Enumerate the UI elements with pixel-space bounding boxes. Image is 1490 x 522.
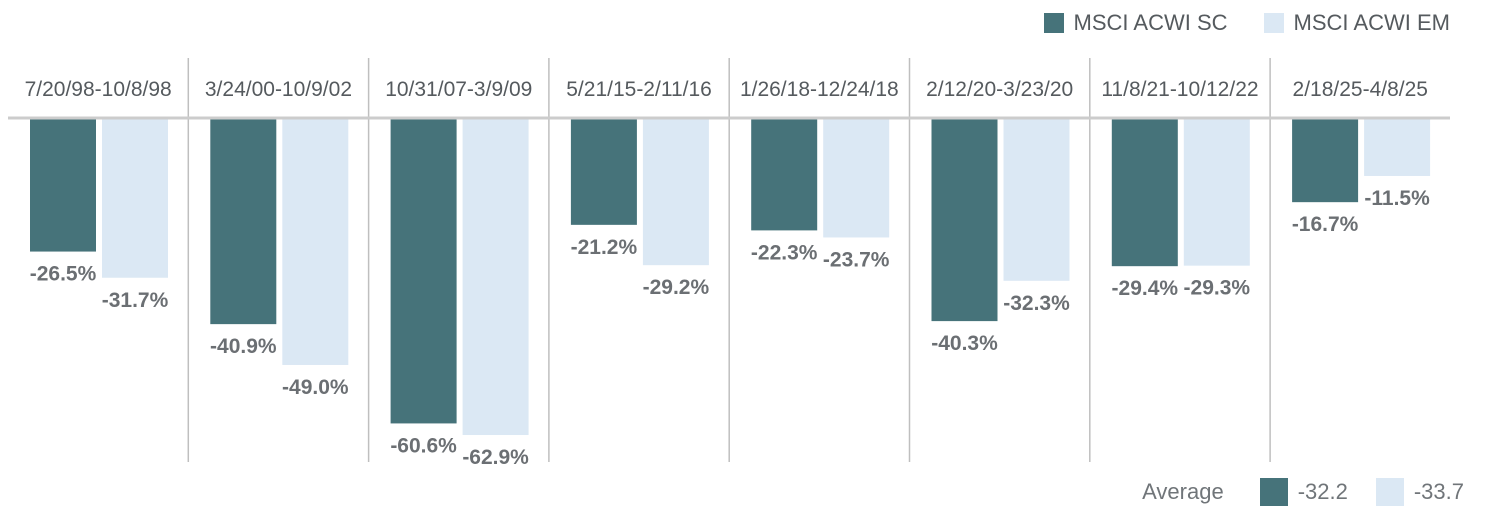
legend-label-sc: MSCI ACWI SC [1073, 10, 1228, 35]
average-value-em: -33.7 [1413, 479, 1464, 504]
data-label-em: -11.5% [1364, 187, 1430, 210]
bar-sc [1111, 118, 1178, 267]
bar-em [1183, 118, 1250, 266]
category-label: 7/20/98-10/8/98 [25, 78, 172, 101]
bar-em [642, 118, 709, 266]
bar-em [102, 118, 168, 278]
bar-em [282, 118, 349, 365]
category-label: 1/26/18-12/24/18 [740, 78, 899, 101]
category-label: 2/18/25-4/8/25 [1293, 78, 1428, 101]
category-label: 2/12/20-3/23/20 [926, 78, 1073, 101]
average-swatch-sc [1259, 478, 1288, 506]
bar-sc [931, 118, 998, 322]
data-label-sc: -29.4% [1112, 277, 1179, 300]
category-label: 11/8/21-10/12/22 [1101, 78, 1258, 101]
data-label-sc: -40.9% [210, 335, 277, 358]
data-label-sc: -16.7% [1292, 213, 1359, 236]
data-label-em: -49.0% [282, 376, 349, 399]
bar-em [1364, 118, 1431, 176]
category-label: 10/31/07-3/9/09 [385, 78, 532, 101]
data-label-sc: -40.3% [931, 332, 998, 355]
data-label-em: -32.3% [1003, 292, 1070, 315]
bar-sc [751, 118, 818, 231]
average-legend: Average -32.2 -33.7 [1142, 478, 1464, 506]
bar-em [462, 118, 529, 436]
category-label: 5/21/15-2/11/16 [566, 78, 712, 101]
average-label: Average [1142, 479, 1224, 504]
data-label-sc: -60.6% [390, 434, 457, 457]
chart-legend: MSCI ACWI SC MSCI ACWI EM [1020, 10, 1450, 36]
legend-swatch-sc [1043, 13, 1064, 33]
data-label-sc: -26.5% [30, 263, 97, 286]
data-label-em: -29.3% [1184, 277, 1251, 300]
category-label: 3/24/00-10/9/02 [205, 78, 352, 101]
average-value-sc: -32.2 [1297, 479, 1348, 504]
bar-em [823, 118, 890, 238]
data-label-em: -31.7% [102, 289, 169, 312]
data-label-em: -23.7% [823, 248, 890, 271]
data-label-sc: -22.3% [751, 241, 818, 264]
bar-sc [390, 118, 457, 424]
legend-swatch-em [1263, 13, 1284, 33]
bar-sc [210, 118, 277, 325]
data-label-em: -62.9% [462, 446, 529, 469]
data-label-em: -29.2% [643, 276, 710, 299]
bar-em [1003, 118, 1070, 281]
bar-sc [1292, 118, 1359, 203]
data-label-sc: -21.2% [571, 236, 638, 259]
legend-label-em: MSCI ACWI EM [1293, 10, 1450, 35]
legend-item-sc: MSCI ACWI SC [1043, 10, 1228, 36]
bar-sc [570, 118, 637, 225]
average-swatch-em [1375, 478, 1404, 506]
legend-item-em: MSCI ACWI EM [1263, 10, 1450, 36]
bar-sc [30, 118, 96, 252]
